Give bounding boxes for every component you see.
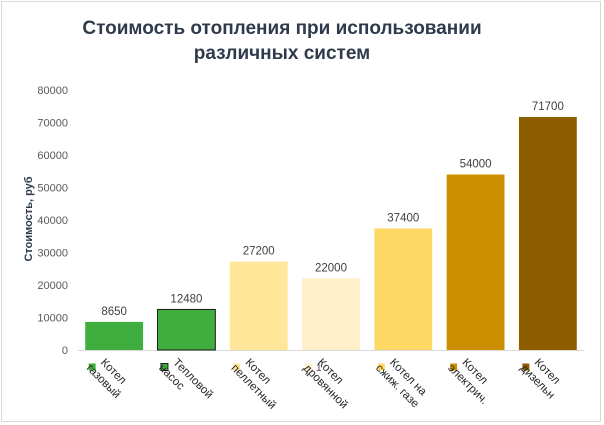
bar (518, 116, 577, 350)
chart-title-line-1: Стоимость отопления при использовании (82, 18, 481, 39)
y-axis-label: Стоимость, руб (23, 176, 35, 261)
y-tick-label: 60000 (37, 150, 68, 162)
legend-label: Котелдровянной (301, 352, 360, 411)
legend-marker (305, 363, 313, 371)
bar (302, 278, 360, 350)
legend-label: Котел насжиж. газе (373, 352, 431, 410)
y-tick-label: 30000 (37, 248, 68, 260)
legend-marker (160, 363, 169, 371)
y-tick-label: 0 (62, 345, 68, 357)
bar (374, 228, 433, 350)
legend-marker (450, 363, 458, 371)
data-label: 54000 (460, 159, 492, 171)
y-tick-label: 80000 (37, 85, 68, 97)
legend-label: Котелгазовый (84, 352, 132, 400)
bar (446, 174, 505, 350)
y-tick-label: 40000 (37, 215, 68, 227)
y-tick-label: 20000 (37, 280, 68, 292)
bar-layer: 8650 12480 27200 22000 37400 54000 71700 (85, 101, 577, 351)
data-label: 8650 (101, 306, 127, 318)
data-label: 22000 (315, 263, 347, 275)
data-label: 37400 (387, 212, 419, 224)
bar (85, 321, 144, 350)
data-label: 71700 (532, 101, 564, 113)
legend-marker (522, 363, 530, 371)
bar (229, 261, 288, 350)
legend-label: Котелпеллетный (228, 352, 287, 411)
y-tick-label: 50000 (37, 183, 68, 195)
data-label: 12480 (170, 293, 202, 305)
data-label: 27200 (243, 246, 275, 258)
legend-marker (233, 363, 241, 371)
legend-note: 1 (316, 363, 322, 374)
legend-label: Тепловойнасос (156, 352, 215, 411)
legend-label: Котелэлектрич. (445, 352, 500, 407)
legend-label: Котелдизельн (518, 352, 567, 401)
legend-marker (88, 363, 96, 371)
bar (157, 308, 216, 351)
y-tick-label: 70000 (37, 118, 68, 130)
chart-title-line-2: различных систем (194, 43, 370, 64)
legend: Котелгазовый Тепловойнасос Котелпеллетный К… (84, 352, 567, 412)
y-tick-label: 10000 (37, 313, 68, 325)
legend-marker (377, 363, 385, 371)
